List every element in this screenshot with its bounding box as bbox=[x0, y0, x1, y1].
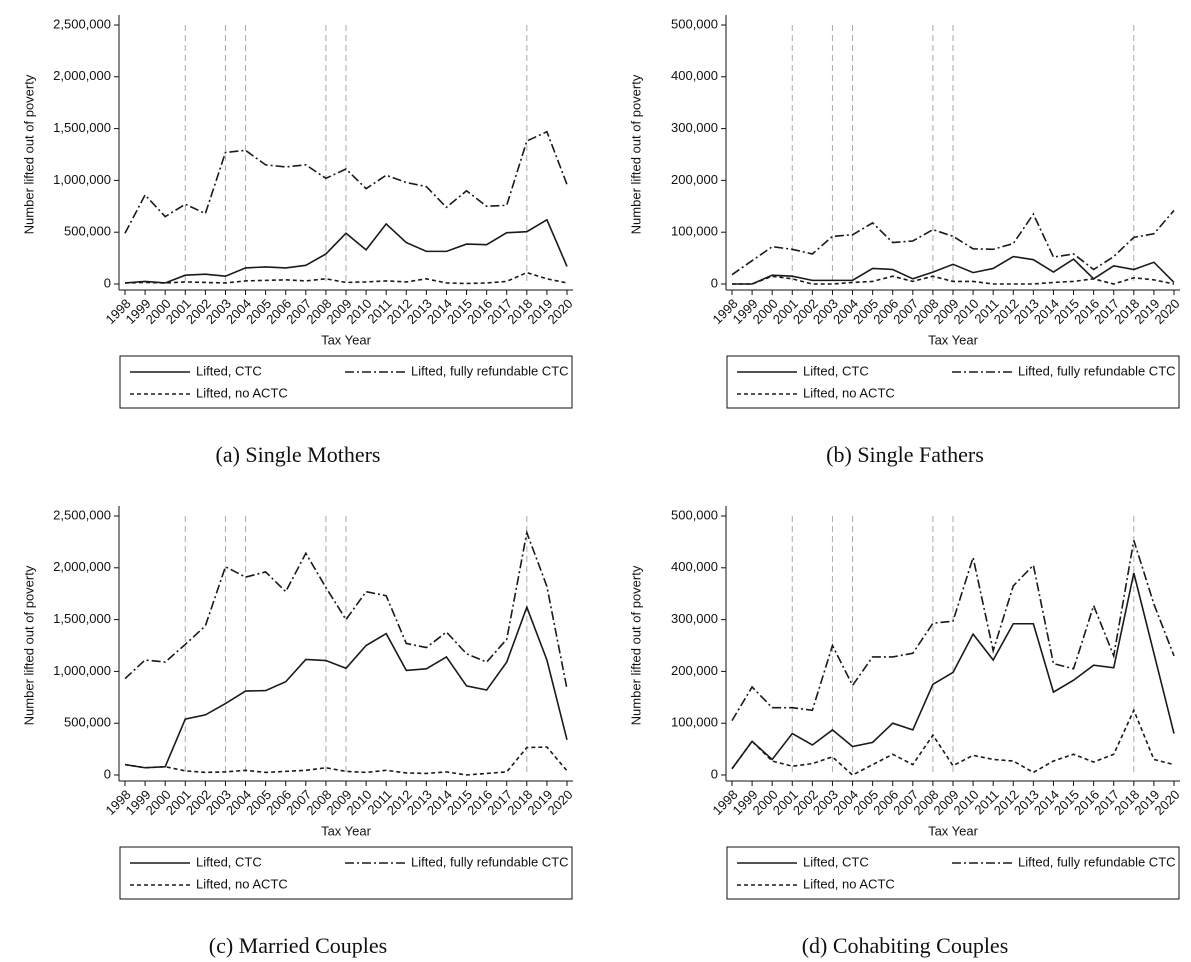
legend-label: Lifted, fully refundable CTC bbox=[411, 363, 569, 378]
y-tick-label: 200,000 bbox=[671, 172, 718, 187]
legend-label: Lifted, fully refundable CTC bbox=[1018, 854, 1176, 869]
caption: (d) Cohabiting Couples bbox=[802, 933, 1009, 958]
y-tick-label: 1,000,000 bbox=[53, 663, 111, 678]
caption: (a) Single Mothers bbox=[216, 442, 381, 467]
series-line bbox=[731, 708, 1175, 776]
y-tick-label: 1,500,000 bbox=[53, 120, 111, 135]
legend-box bbox=[726, 355, 1180, 409]
series-line bbox=[124, 218, 568, 284]
legend-label: Lifted, fully refundable CTC bbox=[411, 854, 569, 869]
legend-label: Lifted, no ACTC bbox=[803, 876, 895, 891]
y-tick-label: 500,000 bbox=[671, 16, 718, 31]
legend-label: Lifted, CTC bbox=[196, 363, 262, 378]
legend-label: Lifted, no ACTC bbox=[196, 385, 288, 400]
x-axis-label: Tax Year bbox=[321, 332, 372, 347]
y-tick-label: 300,000 bbox=[671, 611, 718, 626]
x-axis-label: Tax Year bbox=[928, 823, 979, 838]
y-axis-label: Number lifted out of poverty bbox=[628, 74, 643, 234]
y-axis-label: Number lifted out of poverty bbox=[21, 74, 36, 234]
legend-label: Lifted, fully refundable CTC bbox=[1018, 363, 1176, 378]
panel: 0100,000200,000300,000400,000500,0001998… bbox=[628, 506, 1183, 958]
series-line bbox=[731, 209, 1175, 276]
y-tick-label: 200,000 bbox=[671, 663, 718, 678]
caption: (c) Married Couples bbox=[209, 933, 387, 958]
y-tick-label: 2,000,000 bbox=[53, 559, 111, 574]
series-line bbox=[124, 604, 568, 769]
panel: 0 500,000 1,000,000 1,500,000 2,000,000 2,500… bbox=[21, 15, 576, 467]
y-tick-label: 100,000 bbox=[671, 715, 718, 730]
y-tick-label: 0 bbox=[104, 766, 111, 781]
series-line bbox=[124, 529, 568, 690]
legend-box bbox=[119, 846, 573, 900]
series-line bbox=[731, 572, 1175, 770]
legend-label: Lifted, CTC bbox=[803, 363, 869, 378]
series-line bbox=[124, 271, 568, 285]
legend-label: Lifted, no ACTC bbox=[196, 876, 288, 891]
caption: (b) Single Fathers bbox=[826, 442, 984, 467]
y-tick-label: 300,000 bbox=[671, 120, 718, 135]
legend-box bbox=[726, 846, 1180, 900]
y-tick-label: 1,000,000 bbox=[53, 172, 111, 187]
legend-label: Lifted, CTC bbox=[803, 854, 869, 869]
y-tick-label: 2,500,000 bbox=[53, 16, 111, 31]
legend-label: Lifted, no ACTC bbox=[803, 385, 895, 400]
y-tick-label: 100,000 bbox=[671, 224, 718, 239]
y-tick-label: 2,500,000 bbox=[53, 507, 111, 522]
x-axis-label: Tax Year bbox=[321, 823, 372, 838]
panel: 0100,000200,000300,000400,000500,0001998… bbox=[628, 15, 1183, 467]
y-tick-label: 0 bbox=[104, 275, 111, 290]
series-line bbox=[732, 275, 1175, 285]
legend-box bbox=[119, 355, 573, 409]
y-tick-label: 2,000,000 bbox=[53, 68, 111, 83]
y-axis-label: Number lifted out of poverty bbox=[628, 565, 643, 725]
series-line bbox=[124, 130, 568, 234]
x-axis-label: Tax Year bbox=[928, 332, 979, 347]
series-line bbox=[732, 255, 1175, 285]
y-tick-label: 400,000 bbox=[671, 559, 718, 574]
y-tick-label: 500,000 bbox=[64, 715, 111, 730]
y-tick-label: 1,500,000 bbox=[53, 611, 111, 626]
y-tick-label: 0 bbox=[711, 766, 718, 781]
series-line bbox=[731, 540, 1175, 722]
y-tick-label: 0 bbox=[711, 275, 718, 290]
y-tick-label: 400,000 bbox=[671, 68, 718, 83]
y-tick-label: 500,000 bbox=[671, 507, 718, 522]
legend-label: Lifted, CTC bbox=[196, 854, 262, 869]
y-axis-label: Number lifted out of poverty bbox=[21, 565, 36, 725]
panel: 0 500,000 1,000,000 1,500,000 2,000,000 2,500… bbox=[21, 506, 576, 958]
y-tick-label: 500,000 bbox=[64, 224, 111, 239]
